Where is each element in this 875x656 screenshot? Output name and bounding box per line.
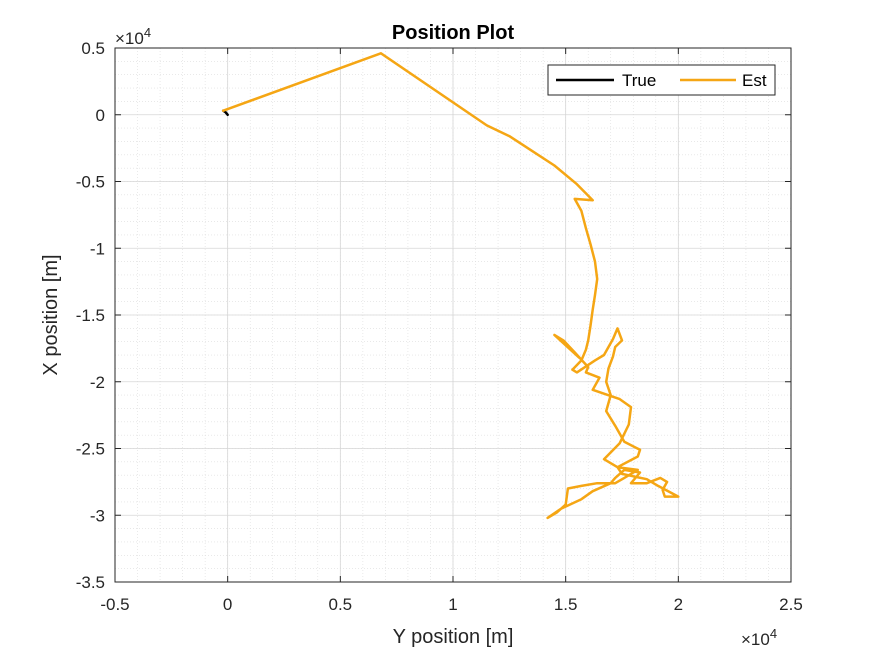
x-tick-label: 2.5 [779, 595, 803, 614]
x-axis-label: Y position [m] [393, 626, 514, 648]
y-tick-label: 0 [96, 106, 105, 125]
x-tick-label: 0.5 [329, 595, 353, 614]
x-tick-label: 1 [448, 595, 457, 614]
x-exponent-base: ×10 [741, 630, 770, 649]
y-tick-label: -2.5 [76, 440, 105, 459]
y-tick-label: -3 [90, 506, 105, 525]
legend: True Est [547, 64, 776, 96]
chart-title: Position Plot [392, 22, 515, 44]
x-tick-label: -0.5 [100, 595, 129, 614]
y-tick-label: -2 [90, 373, 105, 392]
x-axis-ticks: -0.5 0 0.5 1 1.5 2 2.5 [100, 48, 803, 614]
y-tick-label: 0.5 [81, 39, 105, 58]
y-axis-exponent: ×104 [115, 25, 151, 48]
legend-label-est: Est [742, 71, 767, 90]
y-tick-label: -0.5 [76, 173, 105, 192]
y-axis-ticks: -3.5 -3 -2.5 -2 -1.5 -1 -0.5 0 0.5 [76, 39, 791, 592]
x-tick-label: 2 [674, 595, 683, 614]
x-exponent-power: 4 [770, 626, 777, 641]
x-axis-exponent: ×104 [741, 626, 777, 649]
series-line-est [221, 52, 680, 520]
x-tick-label: 0 [223, 595, 232, 614]
y-axis-label: X position [m] [40, 254, 62, 375]
series-layer [221, 52, 680, 520]
x-tick-label: 1.5 [554, 595, 578, 614]
y-exponent-base: ×10 [115, 29, 144, 48]
y-exponent-power: 4 [144, 25, 151, 40]
y-tick-label: -1.5 [76, 306, 105, 325]
y-tick-label: -1 [90, 239, 105, 258]
legend-label-true: True [622, 71, 656, 90]
y-tick-label: -3.5 [76, 573, 105, 592]
